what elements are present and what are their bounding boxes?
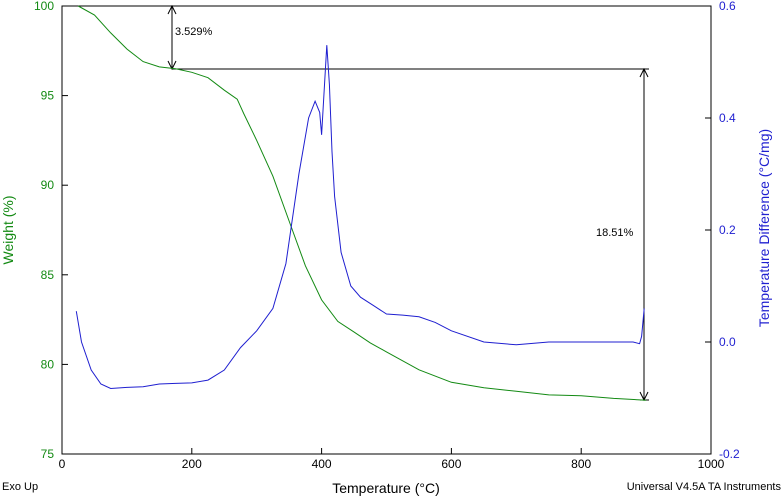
right-tick-label: 0.0	[719, 335, 736, 349]
left-axis-label: Weight (%)	[0, 196, 16, 265]
footer-instrument: Universal V4.5A TA Instruments	[627, 481, 782, 493]
right-tick-label: 0.4	[719, 111, 736, 125]
weight-series-line	[77, 5, 647, 401]
left-tick-label: 95	[41, 89, 55, 103]
right-tick-label: 0.2	[719, 223, 736, 237]
x-tick-label: 200	[182, 457, 202, 471]
footer-exo-up: Exo Up	[2, 481, 38, 493]
left-tick-label: 100	[34, 0, 54, 13]
temp-difference-series-line	[75, 45, 645, 390]
step1-arrowhead-top	[167, 4, 177, 15]
x-tick-label: 800	[571, 457, 591, 471]
left-tick-label: 85	[41, 268, 55, 282]
x-axis-label: Temperature (°C)	[332, 480, 440, 496]
left-tick-label: 80	[41, 357, 55, 371]
right-axis-label: Temperature Difference (°C/mg)	[756, 129, 772, 327]
step1-arrowhead-bottom	[167, 60, 177, 71]
step2-arrowhead-top	[639, 67, 649, 78]
step2-label: 18.51%	[596, 227, 634, 239]
right-axis-ticks: -0.2 0.0 0.2 0.4 0.6	[705, 0, 740, 461]
left-tick-label: 90	[41, 178, 55, 192]
x-axis-ticks: 0 200 400 600 800 1000	[59, 448, 725, 471]
x-tick-label: 0	[59, 457, 66, 471]
step1-label: 3.529%	[175, 26, 213, 38]
step-markers	[76, 4, 649, 402]
x-tick-label: 1000	[698, 457, 725, 471]
x-tick-label: 400	[312, 457, 332, 471]
right-tick-label: 0.6	[719, 0, 736, 13]
left-axis-ticks: 75 80 85 90 95 100	[34, 0, 68, 461]
right-tick-label: -0.2	[719, 447, 740, 461]
left-tick-label: 75	[41, 447, 55, 461]
x-tick-label: 600	[441, 457, 461, 471]
